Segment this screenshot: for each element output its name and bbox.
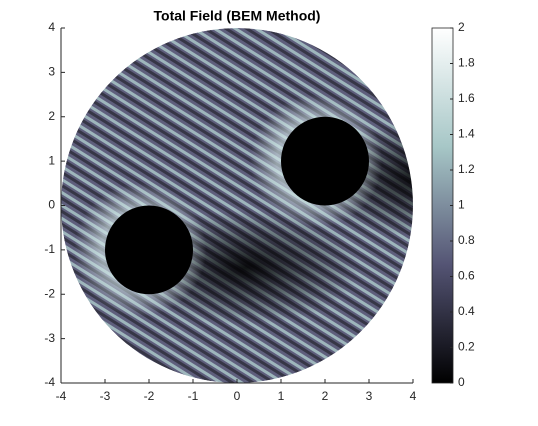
y-tick-label: 4 bbox=[48, 20, 55, 34]
y-tick-label: 2 bbox=[48, 109, 55, 123]
y-tick-label: 1 bbox=[48, 153, 55, 167]
y-tick-label: -3 bbox=[44, 331, 55, 345]
y-tick-label: -4 bbox=[44, 375, 55, 389]
colorbar-tick-label: 0.8 bbox=[458, 233, 475, 247]
colorbar-tick-label: 1.8 bbox=[458, 56, 475, 70]
x-tick-label: -1 bbox=[188, 389, 199, 403]
colorbar-tick-label: 0.4 bbox=[458, 304, 475, 318]
colorbar-tick-label: 1.2 bbox=[458, 162, 475, 176]
colorbar-tick-label: 1 bbox=[458, 198, 465, 212]
x-tick-label: -2 bbox=[144, 389, 155, 403]
colorbar-tick-label: 0.6 bbox=[458, 269, 475, 283]
obstacle bbox=[105, 205, 193, 295]
obstacle bbox=[281, 116, 369, 206]
y-tick-label: 3 bbox=[48, 65, 55, 79]
colorbar-tick-label: 1.4 bbox=[458, 127, 475, 141]
x-tick-label: -4 bbox=[56, 389, 67, 403]
x-tick-label: -3 bbox=[100, 389, 111, 403]
colorbar-tick-label: 0.2 bbox=[458, 340, 475, 354]
colorbar-tick-label: 2 bbox=[458, 20, 465, 34]
colorbar-tick-label: 0 bbox=[458, 375, 465, 389]
x-tick-label: 3 bbox=[366, 389, 373, 403]
y-tick-label: -2 bbox=[44, 286, 55, 300]
y-tick-label: -1 bbox=[44, 242, 55, 256]
chart-title: Total Field (BEM Method) bbox=[154, 8, 321, 24]
x-tick-label: 0 bbox=[234, 389, 241, 403]
y-tick-label: 0 bbox=[48, 198, 55, 212]
colorbar bbox=[431, 27, 454, 384]
x-tick-label: 2 bbox=[322, 389, 329, 403]
x-tick-label: 4 bbox=[410, 389, 417, 403]
field bbox=[61, 28, 413, 383]
colorbar-tick-label: 1.6 bbox=[458, 91, 475, 105]
x-tick-label: 1 bbox=[278, 389, 285, 403]
